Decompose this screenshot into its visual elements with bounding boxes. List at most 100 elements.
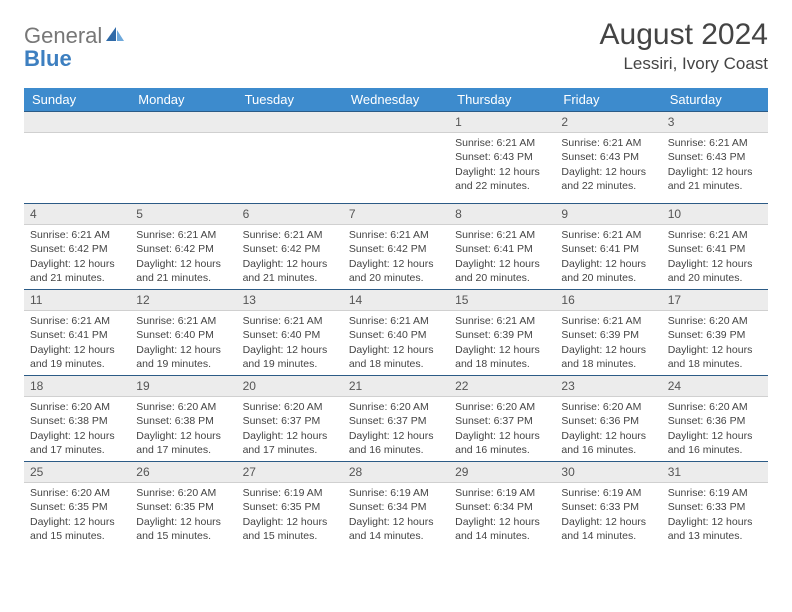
weekday-header: Wednesday: [343, 88, 449, 111]
day-number: 9: [555, 203, 661, 225]
day-data: Sunrise: 6:21 AMSunset: 6:41 PMDaylight:…: [24, 311, 130, 375]
day-data: Sunrise: 6:21 AMSunset: 6:39 PMDaylight:…: [449, 311, 555, 375]
day-number: 7: [343, 203, 449, 225]
calendar-cell: 23Sunrise: 6:20 AMSunset: 6:36 PMDayligh…: [555, 375, 661, 461]
day-number: 18: [24, 375, 130, 397]
calendar-week: 4Sunrise: 6:21 AMSunset: 6:42 PMDaylight…: [24, 203, 768, 289]
calendar-cell: 30Sunrise: 6:19 AMSunset: 6:33 PMDayligh…: [555, 461, 661, 547]
calendar-cell: [343, 111, 449, 203]
calendar-table: SundayMondayTuesdayWednesdayThursdayFrid…: [24, 88, 768, 547]
calendar-cell: 27Sunrise: 6:19 AMSunset: 6:35 PMDayligh…: [237, 461, 343, 547]
weekday-header: Tuesday: [237, 88, 343, 111]
day-number: 21: [343, 375, 449, 397]
calendar-cell: 9Sunrise: 6:21 AMSunset: 6:41 PMDaylight…: [555, 203, 661, 289]
calendar-cell: 14Sunrise: 6:21 AMSunset: 6:40 PMDayligh…: [343, 289, 449, 375]
calendar-cell: 26Sunrise: 6:20 AMSunset: 6:35 PMDayligh…: [130, 461, 236, 547]
day-data: Sunrise: 6:19 AMSunset: 6:34 PMDaylight:…: [343, 483, 449, 547]
day-number: 10: [662, 203, 768, 225]
calendar-cell: 29Sunrise: 6:19 AMSunset: 6:34 PMDayligh…: [449, 461, 555, 547]
sail-icon: [104, 24, 126, 47]
calendar-cell: 4Sunrise: 6:21 AMSunset: 6:42 PMDaylight…: [24, 203, 130, 289]
brand-part2: Blue: [24, 46, 72, 71]
title-block: August 2024 Lessiri, Ivory Coast: [600, 18, 768, 74]
day-number: 13: [237, 289, 343, 311]
day-data: Sunrise: 6:20 AMSunset: 6:37 PMDaylight:…: [343, 397, 449, 461]
day-data: Sunrise: 6:21 AMSunset: 6:42 PMDaylight:…: [237, 225, 343, 289]
weekday-row: SundayMondayTuesdayWednesdayThursdayFrid…: [24, 88, 768, 111]
day-number: 26: [130, 461, 236, 483]
calendar-cell: 3Sunrise: 6:21 AMSunset: 6:43 PMDaylight…: [662, 111, 768, 203]
calendar-cell: 1Sunrise: 6:21 AMSunset: 6:43 PMDaylight…: [449, 111, 555, 203]
calendar-cell: 19Sunrise: 6:20 AMSunset: 6:38 PMDayligh…: [130, 375, 236, 461]
calendar-cell: 25Sunrise: 6:20 AMSunset: 6:35 PMDayligh…: [24, 461, 130, 547]
weekday-header: Friday: [555, 88, 661, 111]
calendar-cell: 5Sunrise: 6:21 AMSunset: 6:42 PMDaylight…: [130, 203, 236, 289]
calendar-week: 25Sunrise: 6:20 AMSunset: 6:35 PMDayligh…: [24, 461, 768, 547]
day-data: Sunrise: 6:21 AMSunset: 6:40 PMDaylight:…: [237, 311, 343, 375]
day-number: [237, 111, 343, 133]
calendar-body: 1 Sunrise: 6:21 AMSunset: 6:43 PMDaylight…: [24, 111, 768, 547]
weekday-header: Monday: [130, 88, 236, 111]
header: General Blue August 2024 Lessiri, Ivory …: [24, 18, 768, 74]
day-number: 19: [130, 375, 236, 397]
day-data: Sunrise: 6:20 AMSunset: 6:37 PMDaylight:…: [449, 397, 555, 461]
day-data: Sunrise: 6:19 AMSunset: 6:34 PMDaylight:…: [449, 483, 555, 547]
calendar-cell: 2Sunrise: 6:21 AMSunset: 6:43 PMDaylight…: [555, 111, 661, 203]
day-data: Sunrise: 6:20 AMSunset: 6:39 PMDaylight:…: [662, 311, 768, 375]
calendar-cell: 28Sunrise: 6:19 AMSunset: 6:34 PMDayligh…: [343, 461, 449, 547]
day-number: 5: [130, 203, 236, 225]
day-number: 27: [237, 461, 343, 483]
day-data: Sunrise: 6:20 AMSunset: 6:38 PMDaylight:…: [130, 397, 236, 461]
calendar-cell: 21Sunrise: 6:20 AMSunset: 6:37 PMDayligh…: [343, 375, 449, 461]
day-data: Sunrise: 6:19 AMSunset: 6:35 PMDaylight:…: [237, 483, 343, 547]
calendar-cell: 16Sunrise: 6:21 AMSunset: 6:39 PMDayligh…: [555, 289, 661, 375]
day-number: 17: [662, 289, 768, 311]
day-number: 29: [449, 461, 555, 483]
day-number: 20: [237, 375, 343, 397]
day-number: 1: [449, 111, 555, 133]
day-data: Sunrise: 6:21 AMSunset: 6:40 PMDaylight:…: [130, 311, 236, 375]
brand-text: General Blue: [24, 24, 126, 70]
brand-part1: General: [24, 23, 102, 48]
day-data: Sunrise: 6:21 AMSunset: 6:39 PMDaylight:…: [555, 311, 661, 375]
day-number: 16: [555, 289, 661, 311]
calendar-cell: [24, 111, 130, 203]
day-number: 6: [237, 203, 343, 225]
calendar-cell: 8Sunrise: 6:21 AMSunset: 6:41 PMDaylight…: [449, 203, 555, 289]
calendar-cell: [237, 111, 343, 203]
weekday-header: Thursday: [449, 88, 555, 111]
day-data: Sunrise: 6:20 AMSunset: 6:37 PMDaylight:…: [237, 397, 343, 461]
calendar-week: 1 Sunrise: 6:21 AMSunset: 6:43 PMDaylight…: [24, 111, 768, 203]
weekday-header: Saturday: [662, 88, 768, 111]
calendar-head: SundayMondayTuesdayWednesdayThursdayFrid…: [24, 88, 768, 111]
day-data: Sunrise: 6:21 AMSunset: 6:42 PMDaylight:…: [24, 225, 130, 289]
calendar-cell: 6Sunrise: 6:21 AMSunset: 6:42 PMDaylight…: [237, 203, 343, 289]
day-data: Sunrise: 6:19 AMSunset: 6:33 PMDaylight:…: [662, 483, 768, 547]
day-number: 4: [24, 203, 130, 225]
title-location: Lessiri, Ivory Coast: [600, 54, 768, 74]
calendar-cell: [130, 111, 236, 203]
day-number: 31: [662, 461, 768, 483]
day-data: Sunrise: 6:20 AMSunset: 6:36 PMDaylight:…: [555, 397, 661, 461]
calendar-cell: 17Sunrise: 6:20 AMSunset: 6:39 PMDayligh…: [662, 289, 768, 375]
day-number: 25: [24, 461, 130, 483]
calendar-cell: 22Sunrise: 6:20 AMSunset: 6:37 PMDayligh…: [449, 375, 555, 461]
calendar-cell: 31Sunrise: 6:19 AMSunset: 6:33 PMDayligh…: [662, 461, 768, 547]
title-month: August 2024: [600, 18, 768, 52]
calendar-week: 11Sunrise: 6:21 AMSunset: 6:41 PMDayligh…: [24, 289, 768, 375]
day-data: Sunrise: 6:21 AMSunset: 6:41 PMDaylight:…: [662, 225, 768, 289]
calendar-week: 18Sunrise: 6:20 AMSunset: 6:38 PMDayligh…: [24, 375, 768, 461]
day-data: Sunrise: 6:21 AMSunset: 6:43 PMDaylight:…: [662, 133, 768, 197]
day-data: Sunrise: 6:21 AMSunset: 6:41 PMDaylight:…: [555, 225, 661, 289]
day-number: 15: [449, 289, 555, 311]
brand-logo: General Blue: [24, 24, 126, 70]
day-number: 24: [662, 375, 768, 397]
day-number: 11: [24, 289, 130, 311]
calendar-cell: 12Sunrise: 6:21 AMSunset: 6:40 PMDayligh…: [130, 289, 236, 375]
day-number: 28: [343, 461, 449, 483]
day-number: 23: [555, 375, 661, 397]
weekday-header: Sunday: [24, 88, 130, 111]
calendar-cell: 7Sunrise: 6:21 AMSunset: 6:42 PMDaylight…: [343, 203, 449, 289]
day-data: Sunrise: 6:21 AMSunset: 6:41 PMDaylight:…: [449, 225, 555, 289]
calendar-cell: 11Sunrise: 6:21 AMSunset: 6:41 PMDayligh…: [24, 289, 130, 375]
